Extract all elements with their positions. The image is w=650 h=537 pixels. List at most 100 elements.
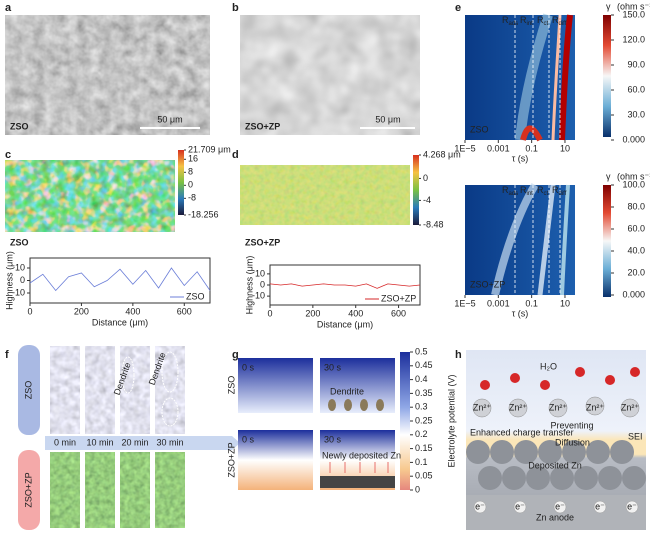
sem-image bbox=[240, 15, 420, 135]
colorbar-title: Electrolyte potential (V) bbox=[446, 374, 456, 467]
colorbar-label: 21.709 μm bbox=[188, 144, 231, 154]
ion-label: Zn²⁺ bbox=[549, 402, 568, 412]
time-label: 10 min bbox=[86, 437, 113, 447]
x-tick-label: 0.1 bbox=[525, 143, 538, 153]
colorbar-label: 100.0 bbox=[622, 179, 645, 189]
time-label: 20 min bbox=[121, 437, 148, 447]
colorbar-label: 0.3 bbox=[415, 402, 428, 412]
colorbar-label: 0.25 bbox=[415, 415, 433, 425]
x-tick-label: 400 bbox=[348, 308, 363, 318]
resistance-label: Rct bbox=[537, 15, 549, 26]
x-tick-label: 10 bbox=[560, 298, 570, 308]
x-tick-label: 1E−5 bbox=[454, 143, 475, 153]
colorbar-unit: (ohm s⁻¹) bbox=[617, 171, 650, 181]
legend-label: ZSO bbox=[186, 291, 205, 301]
profile-line bbox=[29, 267, 211, 292]
x-tick-label: 400 bbox=[125, 306, 140, 316]
time-label: 0 s bbox=[242, 434, 255, 444]
r: R bbox=[552, 15, 559, 25]
r: R bbox=[552, 185, 559, 195]
ridge bbox=[515, 13, 553, 141]
y-axis-label: Highness (μm) bbox=[244, 256, 254, 315]
r: R bbox=[520, 15, 527, 25]
sample-label: ZSO+ZP bbox=[245, 121, 280, 131]
y-tick-label: -10 bbox=[252, 290, 265, 300]
colorbar-label: 30.0 bbox=[627, 109, 645, 119]
sem-image bbox=[5, 15, 210, 135]
x-tick-label: 10 bbox=[560, 143, 570, 153]
colorbar bbox=[413, 155, 419, 225]
ions bbox=[472, 396, 640, 418]
ridge bbox=[520, 125, 543, 142]
resistance-label: Rads bbox=[502, 15, 518, 26]
anode bbox=[466, 495, 646, 530]
r-sub: ct bbox=[544, 21, 549, 27]
time-label: 0 min bbox=[54, 437, 76, 447]
colorbar-label: 120.0 bbox=[622, 34, 645, 44]
colorbar bbox=[603, 185, 611, 297]
x-tick-label: 0 bbox=[27, 306, 32, 316]
row-label: ZSO bbox=[23, 381, 33, 400]
ion-label: Zn²⁺ bbox=[473, 402, 492, 412]
time-label: 30 min bbox=[156, 437, 183, 447]
r: R bbox=[537, 15, 544, 25]
y-tick-label: 0 bbox=[20, 275, 25, 285]
resistance-label: Rint bbox=[520, 185, 533, 196]
dendrites bbox=[328, 399, 384, 411]
y-tick-label: 0 bbox=[260, 279, 265, 289]
y-axis-label: Highness (μm) bbox=[4, 251, 14, 310]
colorbar-label: 90.0 bbox=[627, 59, 645, 69]
electron-label: e⁻ bbox=[627, 501, 637, 511]
colorbar-label: 0.4 bbox=[415, 374, 428, 384]
colorbar-label: 16 bbox=[188, 154, 198, 164]
colorbar-label: 0.05 bbox=[415, 471, 433, 481]
label: Deposited Zn bbox=[528, 460, 582, 470]
label: Preventing bbox=[550, 420, 593, 430]
x-tick-label: 0.001 bbox=[487, 298, 510, 308]
row-tab bbox=[18, 450, 40, 530]
x-tick-label: 600 bbox=[391, 308, 406, 318]
r: R bbox=[502, 15, 509, 25]
annotation: Newly deposited Zn bbox=[322, 450, 401, 460]
ion-label: Zn²⁺ bbox=[621, 402, 640, 412]
r: R bbox=[537, 185, 544, 195]
plot-frame bbox=[29, 257, 211, 304]
colorbar bbox=[400, 352, 410, 490]
colorbar-label: 0 bbox=[423, 173, 428, 183]
r-sub: diff bbox=[559, 21, 567, 27]
y-tick-label: 10 bbox=[255, 268, 265, 278]
electron-label: e⁻ bbox=[515, 501, 525, 511]
colorbar-label: -4 bbox=[423, 195, 431, 205]
colorbar-title: γ bbox=[606, 171, 611, 181]
colorbar-label: 0.000 bbox=[622, 134, 645, 144]
colorbar-label: 60.0 bbox=[627, 223, 645, 233]
surface-3d bbox=[240, 165, 410, 225]
colorbar-label: -8.48 bbox=[423, 219, 444, 229]
label: SEI bbox=[628, 431, 643, 441]
ridge bbox=[560, 184, 570, 296]
r-sub: int bbox=[527, 21, 534, 27]
colorbar-label: 4.268 μm bbox=[423, 149, 461, 159]
colorbar-label: 20.0 bbox=[627, 267, 645, 277]
colorbar-label: 40.0 bbox=[627, 245, 645, 255]
heatmap bbox=[465, 185, 575, 295]
resistance-label: Rdiff bbox=[552, 15, 567, 26]
zn-spheres bbox=[466, 440, 646, 490]
sample-label: ZSO bbox=[10, 237, 29, 247]
colorbar-label: 60.0 bbox=[627, 84, 645, 94]
x-axis-label: Distance (μm) bbox=[92, 317, 148, 327]
colorbar bbox=[603, 15, 611, 137]
colorbar-unit: (ohm s⁻¹) bbox=[617, 1, 650, 11]
x-tick-label: 600 bbox=[177, 306, 192, 316]
label: Diffusion bbox=[555, 437, 590, 447]
panel-label: a bbox=[5, 2, 12, 14]
x-axis-label: τ (s) bbox=[512, 308, 529, 318]
colorbar-label: 0.1 bbox=[415, 457, 428, 467]
micrographs bbox=[50, 346, 185, 528]
colorbar-title: γ bbox=[606, 1, 611, 11]
x-tick-label: 200 bbox=[74, 306, 89, 316]
colorbar-label: 0.45 bbox=[415, 360, 433, 370]
sample-label: ZSO+ZP bbox=[470, 279, 505, 289]
panel-label: f bbox=[5, 349, 9, 361]
electron-label: e⁻ bbox=[475, 501, 485, 511]
